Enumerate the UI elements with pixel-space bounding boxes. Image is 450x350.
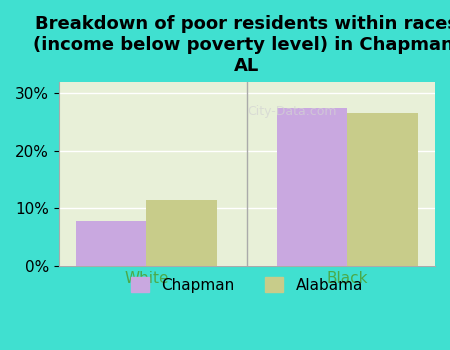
Bar — [277, 107, 347, 266]
Title: Breakdown of poor residents within races
(income below poverty level) in Chapman: Breakdown of poor residents within races… — [33, 15, 450, 75]
Legend: Chapman, Alabama: Chapman, Alabama — [125, 271, 369, 299]
Text: City-Data.com: City-Data.com — [247, 105, 337, 118]
Bar — [347, 113, 418, 266]
Bar — [76, 221, 146, 266]
Bar — [146, 199, 217, 266]
